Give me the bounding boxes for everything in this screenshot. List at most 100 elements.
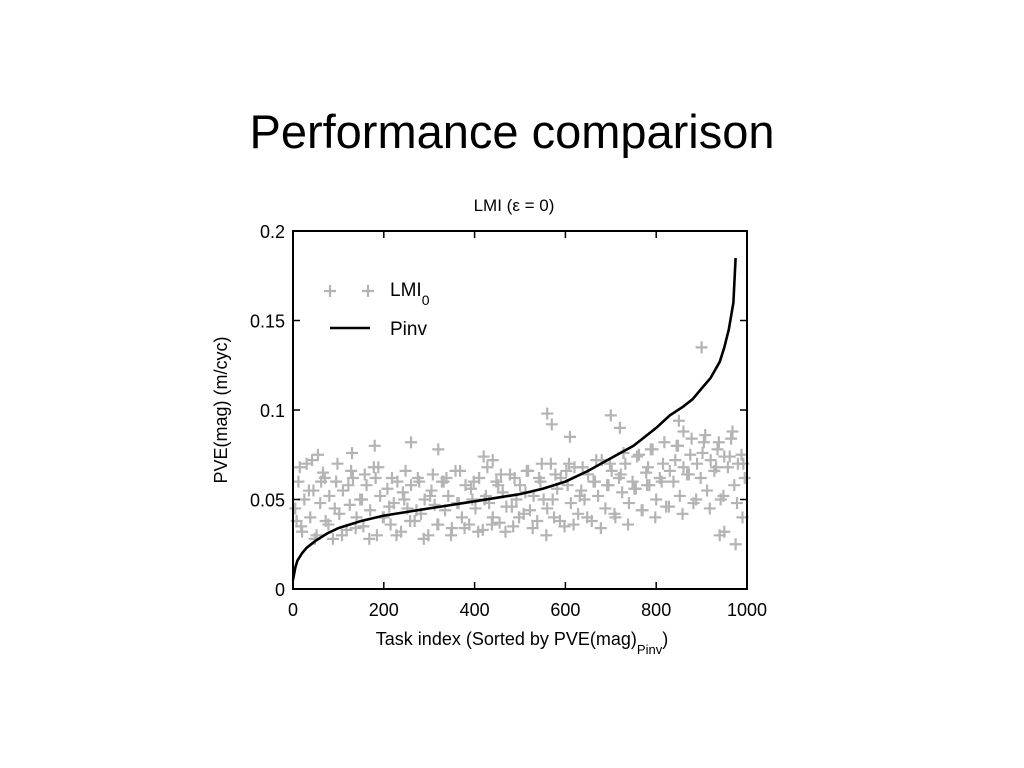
lmi-marker	[442, 489, 455, 502]
lmi-marker	[563, 457, 576, 470]
lmi-marker	[575, 484, 588, 497]
lmi-marker	[499, 525, 512, 538]
lmi-marker	[704, 454, 717, 467]
lmi-marker	[677, 425, 690, 438]
lmi-marker	[469, 502, 482, 515]
lmi-marker	[342, 479, 355, 492]
lmi-marker	[616, 486, 629, 499]
x-tick-label: 200	[369, 600, 399, 620]
lmi-marker	[541, 407, 554, 420]
lmi-marker	[413, 475, 426, 488]
lmi-marker	[381, 482, 394, 495]
lmi-marker	[486, 454, 499, 467]
lmi-marker	[417, 532, 430, 545]
lmi-marker	[369, 472, 382, 485]
lmi-marker	[677, 461, 690, 474]
lmi-marker	[472, 525, 485, 538]
legend-label-pinv: Pinv	[390, 319, 427, 340]
lmi-marker	[605, 464, 618, 477]
lmi-marker	[731, 497, 744, 510]
lmi-marker	[523, 504, 536, 517]
lmi-marker	[662, 500, 675, 513]
lmi-marker	[703, 502, 716, 515]
lmi-marker	[326, 532, 339, 545]
lmi-marker	[535, 457, 548, 470]
lmi-marker	[492, 479, 505, 492]
lmi-marker	[505, 500, 518, 513]
lmi-marker	[424, 489, 437, 502]
lmi-marker	[385, 472, 398, 485]
y-tick-label: 0.15	[250, 312, 285, 332]
lmi-marker	[404, 514, 417, 527]
lmi-marker	[464, 482, 477, 495]
lmi-marker	[356, 493, 369, 506]
lmi-marker	[726, 425, 739, 438]
lmi-marker	[454, 464, 467, 477]
x-axis-label-end: )	[662, 629, 668, 649]
lmi-marker	[657, 457, 670, 470]
lmi-marker	[713, 529, 726, 542]
lmi-marker	[314, 497, 327, 510]
lmi-marker	[721, 461, 734, 474]
lmi-marker	[696, 446, 709, 459]
lmi-marker	[398, 493, 411, 506]
x-tick-label: 1000	[727, 600, 767, 620]
x-axis-ticks: 0 200 400 600 800 1000	[288, 231, 767, 620]
lmi-marker	[717, 489, 730, 502]
pinv-line	[291, 257, 737, 581]
lmi-marker	[640, 466, 653, 479]
lmi-marker	[358, 468, 371, 481]
lmi-marker	[635, 504, 648, 517]
lmi-marker	[735, 448, 748, 461]
lmi-marker	[738, 472, 751, 485]
lmi-marker	[650, 493, 663, 506]
lmi-marker	[626, 475, 639, 488]
lmi-marker	[599, 502, 612, 515]
legend-lmi-marker	[362, 285, 374, 297]
x-axis-label-sub: Pinv	[637, 642, 663, 657]
lmi-marker	[549, 468, 562, 481]
lmi-marker	[336, 484, 349, 497]
lmi-marker	[694, 472, 707, 485]
lmi-marker	[298, 493, 311, 506]
lmi-marker	[330, 475, 343, 488]
lmi-marker	[302, 484, 315, 497]
lmi-marker	[405, 479, 418, 492]
lmi-marker	[669, 454, 682, 467]
lmi-marker	[622, 518, 635, 531]
x-axis-label-main: Task index (Sorted by PVE(mag)	[376, 629, 637, 649]
lmi-marker	[632, 448, 645, 461]
y-tick-label: 0.2	[260, 222, 285, 242]
lmi-marker	[405, 436, 418, 449]
lmi-marker	[581, 511, 594, 524]
lmi-marker	[697, 436, 710, 449]
lmi-marker	[360, 479, 373, 492]
legend-lmi-marker	[324, 285, 336, 297]
lmi-marker	[540, 529, 553, 542]
lmi-marker	[614, 468, 627, 481]
lmi-marker	[364, 504, 377, 517]
lmi-marker	[644, 443, 657, 456]
lmi-marker	[477, 450, 490, 463]
lmi-marker	[663, 464, 676, 477]
lmi-marker	[541, 502, 554, 515]
lmi-marker	[357, 520, 370, 533]
lmi-marker	[622, 497, 635, 510]
lmi-marker	[311, 448, 324, 461]
lmi-marker	[346, 472, 359, 485]
lmi-marker	[396, 486, 409, 499]
y-axis-label: PVE(mag) (m/cyc)	[211, 336, 231, 483]
lmi-marker	[485, 518, 498, 531]
lmi-marker	[560, 464, 573, 477]
lmi-marker	[374, 489, 387, 502]
lmi-marker	[304, 511, 317, 524]
lmi-marker	[711, 443, 724, 456]
lmi-marker	[349, 522, 362, 535]
lmi-marker	[526, 522, 539, 535]
lmi-marker	[343, 498, 356, 511]
lmi-marker	[363, 532, 376, 545]
lmi-marker	[725, 432, 738, 445]
lmi-marker	[592, 489, 605, 502]
lmi-marker	[676, 507, 689, 520]
